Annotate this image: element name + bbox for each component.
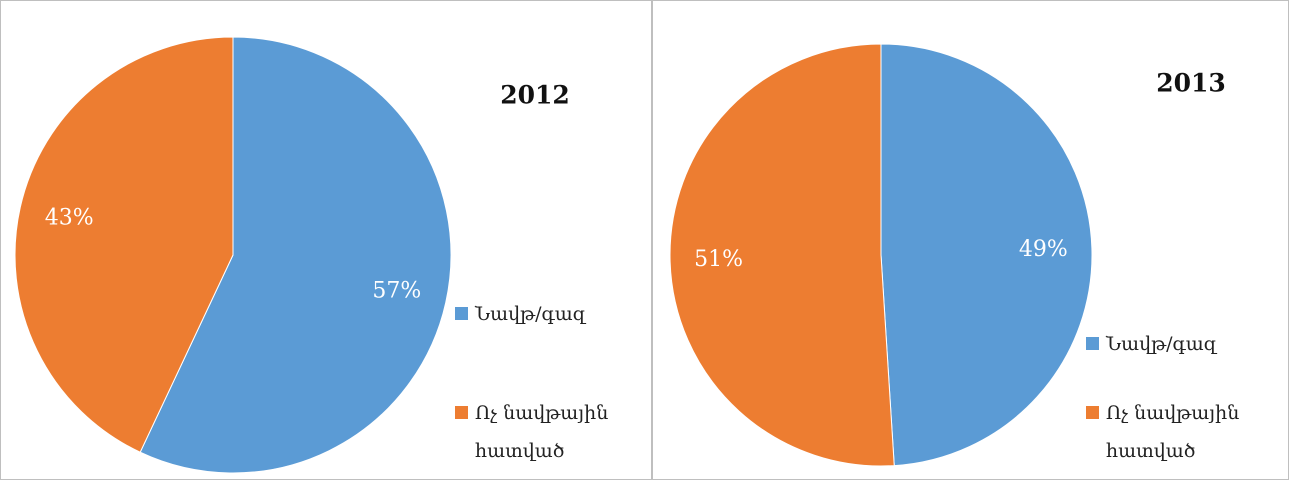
legend-item: Նավթ/գազ bbox=[455, 295, 630, 333]
pie-slice bbox=[139, 36, 452, 474]
pie-slice bbox=[880, 43, 1093, 467]
legend-label: Նավթ/գազ bbox=[1106, 333, 1217, 355]
legend-item: Ոչ նավթային հատված bbox=[1086, 394, 1261, 470]
data-label: 57% bbox=[372, 279, 421, 304]
legend-label: Ոչ նավթային հատված bbox=[1106, 402, 1240, 462]
chart-title: 2013 bbox=[1156, 69, 1226, 98]
data-label: 49% bbox=[1019, 237, 1068, 262]
chart-title: 2012 bbox=[500, 81, 570, 110]
data-label: 51% bbox=[694, 247, 743, 272]
pie-slice bbox=[14, 36, 234, 453]
legend-swatch bbox=[455, 406, 468, 419]
legend-label: Ոչ նավթային հատված bbox=[475, 402, 609, 462]
legend-label: Նավթ/գազ bbox=[475, 303, 586, 325]
legend-item: Նավթ/գազ bbox=[1086, 325, 1261, 363]
data-label: 43% bbox=[45, 205, 94, 230]
pie-slice bbox=[669, 43, 895, 467]
legend-swatch bbox=[1086, 406, 1099, 419]
legend-swatch bbox=[455, 307, 468, 320]
legend-item: Ոչ նավթային հատված bbox=[455, 394, 630, 470]
legend-swatch bbox=[1086, 337, 1099, 350]
